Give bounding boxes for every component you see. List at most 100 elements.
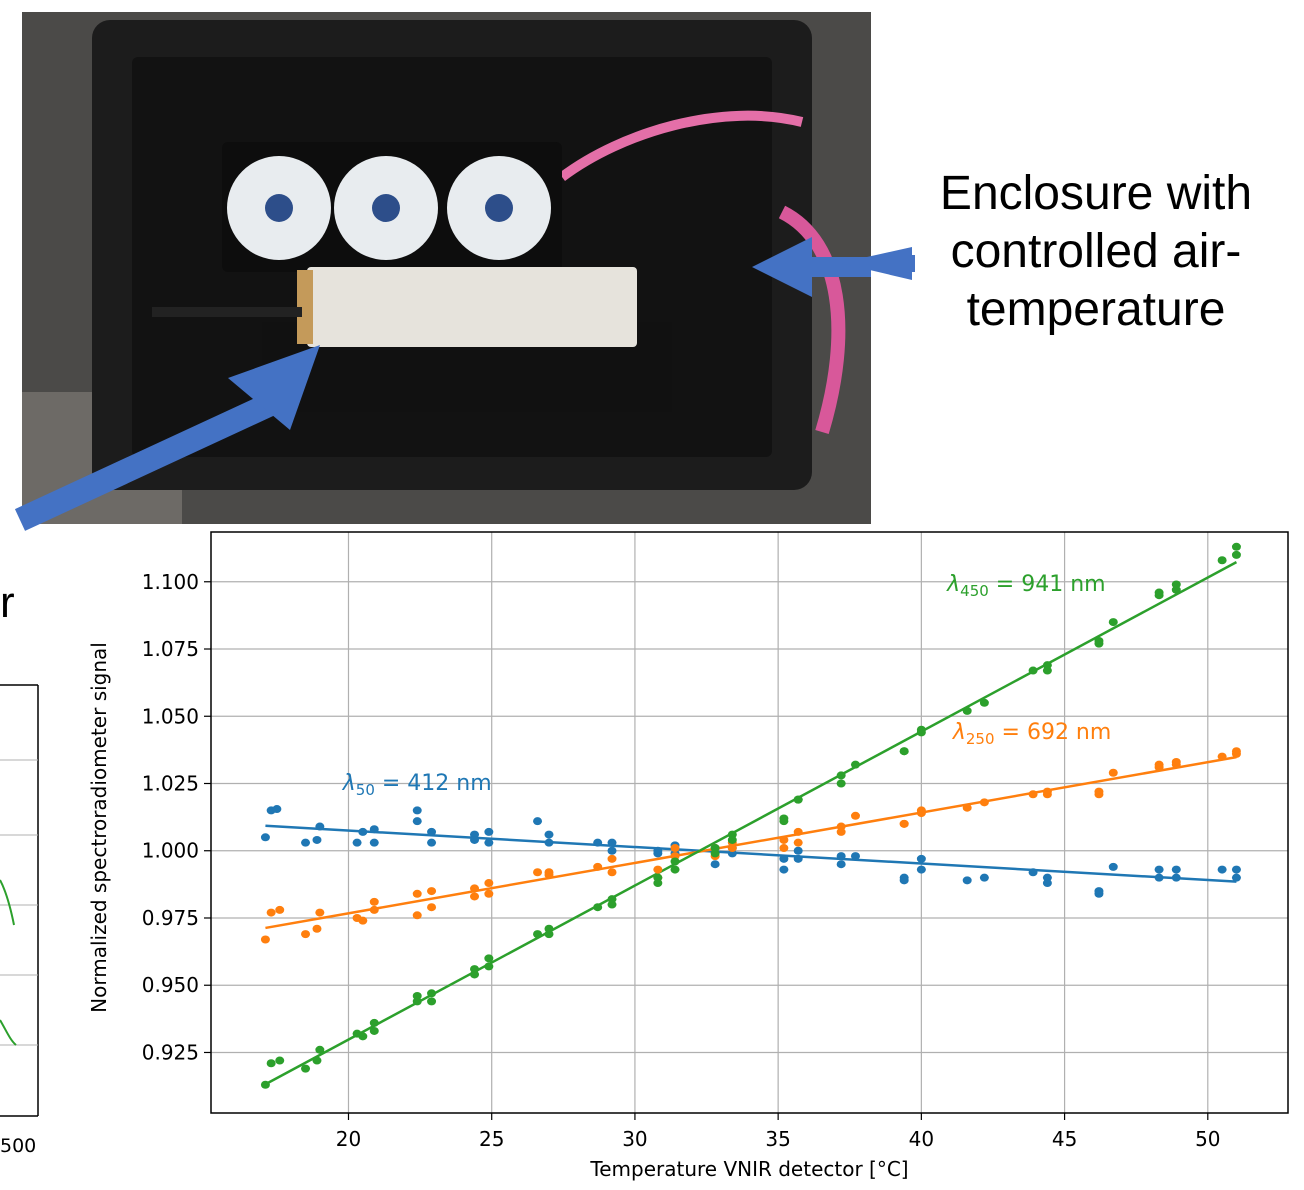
data-point bbox=[779, 854, 789, 863]
data-point bbox=[1154, 873, 1164, 882]
series-label: λ250 = 692 nm bbox=[952, 720, 1111, 748]
data-point bbox=[1231, 865, 1241, 874]
data-point bbox=[727, 830, 737, 839]
data-point bbox=[260, 935, 270, 944]
y-tick-label: 1.000 bbox=[142, 839, 199, 863]
fit-line bbox=[264, 561, 1238, 1086]
data-point bbox=[1231, 542, 1241, 551]
data-point bbox=[1042, 787, 1052, 796]
data-point bbox=[544, 924, 554, 933]
data-point bbox=[607, 854, 617, 863]
data-point bbox=[369, 897, 379, 906]
data-point bbox=[836, 771, 846, 780]
pink-tube bbox=[778, 205, 846, 435]
data-point bbox=[1154, 865, 1164, 874]
x-ticks: 20 25 30 35 40 45 50 bbox=[336, 1113, 1221, 1151]
data-point bbox=[593, 903, 603, 912]
data-point bbox=[470, 884, 480, 893]
data-point bbox=[670, 857, 680, 866]
enclosure-caption: Enclosure with controlled air- temperatu… bbox=[888, 165, 1304, 339]
data-point bbox=[979, 798, 989, 807]
fan-icon bbox=[334, 156, 438, 260]
data-point bbox=[962, 876, 972, 885]
data-point bbox=[369, 1026, 379, 1035]
data-point bbox=[412, 889, 422, 898]
data-point bbox=[369, 905, 379, 914]
data-point bbox=[899, 747, 909, 756]
data-point bbox=[275, 1056, 285, 1065]
data-point bbox=[358, 1032, 368, 1041]
data-point bbox=[358, 916, 368, 925]
plot-frame bbox=[210, 531, 1289, 1114]
data-point bbox=[1171, 757, 1181, 766]
data-point bbox=[533, 868, 543, 877]
data-point bbox=[312, 924, 322, 933]
data-point bbox=[710, 860, 720, 869]
data-point bbox=[962, 803, 972, 812]
data-point bbox=[850, 852, 860, 861]
data-point bbox=[352, 838, 362, 847]
fit-line bbox=[265, 824, 1237, 883]
fan-icon bbox=[447, 156, 551, 260]
caption-line: controlled air- bbox=[950, 225, 1242, 278]
data-point bbox=[484, 827, 494, 836]
data-point bbox=[301, 930, 311, 939]
fit-lines bbox=[264, 561, 1238, 1086]
data-point bbox=[836, 860, 846, 869]
data-point bbox=[607, 846, 617, 855]
data-point bbox=[1171, 865, 1181, 874]
x-tick-label: 35 bbox=[765, 1127, 790, 1151]
data-point bbox=[470, 835, 480, 844]
data-point bbox=[533, 817, 543, 826]
data-point bbox=[412, 991, 422, 1000]
y-tick-label: 1.100 bbox=[142, 570, 199, 594]
data-point bbox=[470, 965, 480, 974]
data-point bbox=[484, 889, 494, 898]
data-point bbox=[850, 811, 860, 820]
data-point bbox=[315, 908, 325, 917]
x-tick-label: 20 bbox=[336, 1127, 361, 1151]
series-label: λ50 = 412 nm bbox=[342, 771, 492, 799]
data-point bbox=[836, 779, 846, 788]
data-point bbox=[653, 865, 663, 874]
data-point bbox=[607, 895, 617, 904]
data-point bbox=[260, 833, 270, 842]
series-labels: λ50 = 412 nm λ250 = 692 nm λ450 = 941 nm bbox=[342, 572, 1112, 799]
data-point bbox=[266, 908, 276, 917]
data-point bbox=[312, 1056, 322, 1065]
data-point bbox=[369, 838, 379, 847]
y-tick-label: 1.025 bbox=[142, 771, 199, 795]
data-point bbox=[358, 827, 368, 836]
data-point bbox=[544, 838, 554, 847]
cropped-series-line bbox=[0, 1019, 17, 1046]
data-point bbox=[593, 862, 603, 871]
cropped-tick-label: 500 bbox=[0, 1135, 36, 1157]
data-point bbox=[1154, 588, 1164, 597]
data-point bbox=[793, 838, 803, 847]
data-point bbox=[484, 962, 494, 971]
data-point bbox=[312, 835, 322, 844]
data-point bbox=[793, 827, 803, 836]
data-point bbox=[484, 879, 494, 888]
data-point bbox=[1217, 865, 1227, 874]
data-point bbox=[427, 838, 437, 847]
data-point bbox=[427, 903, 437, 912]
cropped-caption-letter: r bbox=[0, 578, 15, 627]
data-point bbox=[427, 827, 437, 836]
data-point bbox=[727, 844, 737, 853]
y-tick-label: 1.075 bbox=[142, 637, 199, 661]
data-point bbox=[1171, 873, 1181, 882]
data-point bbox=[275, 905, 285, 914]
data-point bbox=[653, 849, 663, 858]
data-point bbox=[670, 865, 680, 874]
data-point bbox=[1108, 862, 1118, 871]
annotation-arrows bbox=[14, 247, 915, 531]
x-tick-label: 30 bbox=[622, 1127, 647, 1151]
data-point bbox=[836, 852, 846, 861]
data-point bbox=[1217, 556, 1227, 565]
y-tick-label: 0.925 bbox=[142, 1040, 199, 1064]
data-point bbox=[1108, 618, 1118, 627]
data-point bbox=[412, 806, 422, 815]
data-point bbox=[315, 1045, 325, 1054]
